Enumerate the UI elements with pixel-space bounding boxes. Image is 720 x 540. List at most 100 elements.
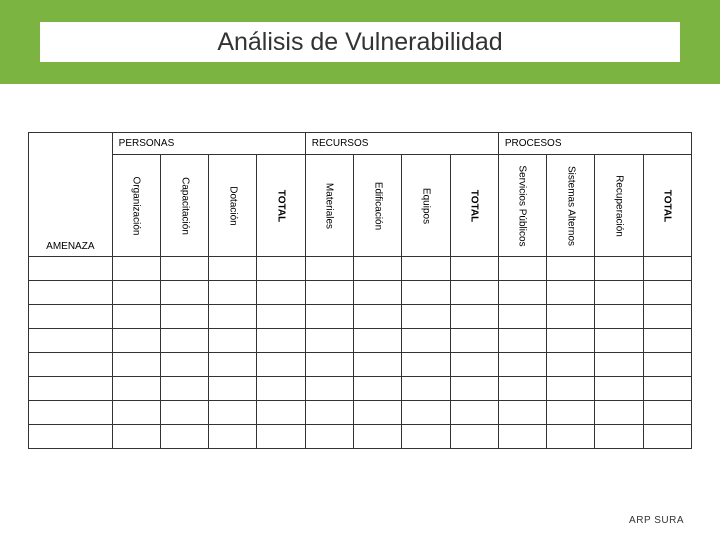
cell[interactable] — [450, 329, 498, 353]
cell[interactable] — [29, 425, 113, 449]
cell[interactable] — [112, 401, 160, 425]
cell[interactable] — [450, 281, 498, 305]
cell[interactable] — [643, 377, 691, 401]
cell[interactable] — [160, 257, 208, 281]
cell[interactable] — [643, 305, 691, 329]
cell[interactable] — [498, 353, 546, 377]
cell[interactable] — [547, 425, 595, 449]
cell[interactable] — [402, 257, 450, 281]
cell[interactable] — [547, 257, 595, 281]
cell[interactable] — [402, 377, 450, 401]
cell[interactable] — [209, 353, 257, 377]
cell[interactable] — [402, 401, 450, 425]
cell[interactable] — [450, 353, 498, 377]
cell[interactable] — [498, 257, 546, 281]
cell[interactable] — [595, 353, 643, 377]
cell[interactable] — [257, 401, 305, 425]
cell[interactable] — [160, 401, 208, 425]
cell[interactable] — [498, 281, 546, 305]
cell[interactable] — [643, 353, 691, 377]
cell[interactable] — [354, 377, 402, 401]
cell[interactable] — [595, 425, 643, 449]
cell[interactable] — [354, 401, 402, 425]
cell[interactable] — [112, 257, 160, 281]
cell[interactable] — [305, 401, 353, 425]
cell[interactable] — [257, 329, 305, 353]
cell[interactable] — [595, 401, 643, 425]
cell[interactable] — [643, 401, 691, 425]
cell[interactable] — [595, 377, 643, 401]
cell[interactable] — [595, 257, 643, 281]
cell[interactable] — [450, 377, 498, 401]
cell[interactable] — [354, 305, 402, 329]
cell[interactable] — [354, 353, 402, 377]
cell[interactable] — [354, 329, 402, 353]
cell[interactable] — [160, 377, 208, 401]
cell[interactable] — [209, 425, 257, 449]
cell[interactable] — [209, 329, 257, 353]
cell[interactable] — [595, 305, 643, 329]
cell[interactable] — [643, 281, 691, 305]
cell[interactable] — [257, 353, 305, 377]
cell[interactable] — [402, 425, 450, 449]
cell[interactable] — [160, 305, 208, 329]
cell[interactable] — [29, 257, 113, 281]
cell[interactable] — [209, 305, 257, 329]
cell[interactable] — [450, 257, 498, 281]
cell[interactable] — [498, 425, 546, 449]
cell[interactable] — [547, 353, 595, 377]
cell[interactable] — [209, 281, 257, 305]
cell[interactable] — [257, 425, 305, 449]
cell[interactable] — [402, 353, 450, 377]
cell[interactable] — [547, 281, 595, 305]
cell[interactable] — [29, 377, 113, 401]
cell[interactable] — [547, 305, 595, 329]
cell[interactable] — [547, 329, 595, 353]
cell[interactable] — [160, 281, 208, 305]
cell[interactable] — [29, 305, 113, 329]
cell[interactable] — [305, 305, 353, 329]
cell[interactable] — [112, 377, 160, 401]
cell[interactable] — [402, 305, 450, 329]
cell[interactable] — [354, 257, 402, 281]
cell[interactable] — [209, 401, 257, 425]
cell[interactable] — [643, 329, 691, 353]
cell[interactable] — [305, 377, 353, 401]
cell[interactable] — [29, 281, 113, 305]
cell[interactable] — [209, 377, 257, 401]
cell[interactable] — [160, 353, 208, 377]
cell[interactable] — [595, 281, 643, 305]
cell[interactable] — [498, 377, 546, 401]
cell[interactable] — [160, 425, 208, 449]
cell[interactable] — [354, 425, 402, 449]
cell[interactable] — [595, 329, 643, 353]
cell[interactable] — [29, 329, 113, 353]
cell[interactable] — [450, 401, 498, 425]
cell[interactable] — [29, 353, 113, 377]
cell[interactable] — [112, 281, 160, 305]
cell[interactable] — [643, 425, 691, 449]
cell[interactable] — [643, 257, 691, 281]
cell[interactable] — [257, 377, 305, 401]
cell[interactable] — [112, 329, 160, 353]
cell[interactable] — [160, 329, 208, 353]
cell[interactable] — [402, 281, 450, 305]
cell[interactable] — [257, 281, 305, 305]
cell[interactable] — [305, 353, 353, 377]
cell[interactable] — [305, 257, 353, 281]
cell[interactable] — [450, 305, 498, 329]
cell[interactable] — [257, 257, 305, 281]
cell[interactable] — [305, 425, 353, 449]
cell[interactable] — [450, 425, 498, 449]
cell[interactable] — [209, 257, 257, 281]
cell[interactable] — [112, 353, 160, 377]
cell[interactable] — [498, 401, 546, 425]
cell[interactable] — [498, 305, 546, 329]
cell[interactable] — [112, 425, 160, 449]
cell[interactable] — [29, 401, 113, 425]
cell[interactable] — [305, 329, 353, 353]
cell[interactable] — [112, 305, 160, 329]
cell[interactable] — [354, 281, 402, 305]
cell[interactable] — [305, 281, 353, 305]
cell[interactable] — [402, 329, 450, 353]
